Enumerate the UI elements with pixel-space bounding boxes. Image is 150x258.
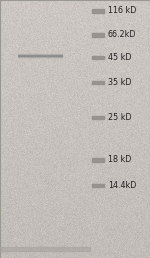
Bar xyxy=(92,33,104,37)
Bar xyxy=(92,184,104,187)
Text: 25 kD: 25 kD xyxy=(108,113,132,122)
Text: 18 kD: 18 kD xyxy=(108,156,131,164)
Bar xyxy=(92,9,104,12)
Text: 66.2kD: 66.2kD xyxy=(108,30,136,39)
Text: 116 kD: 116 kD xyxy=(108,6,136,15)
Bar xyxy=(92,56,104,59)
Bar xyxy=(92,81,104,84)
Bar xyxy=(92,158,104,162)
Text: 35 kD: 35 kD xyxy=(108,78,132,87)
Bar xyxy=(0,247,90,251)
Bar xyxy=(92,116,104,119)
Text: 45 kD: 45 kD xyxy=(108,53,132,62)
Text: 14.4kD: 14.4kD xyxy=(108,181,136,190)
